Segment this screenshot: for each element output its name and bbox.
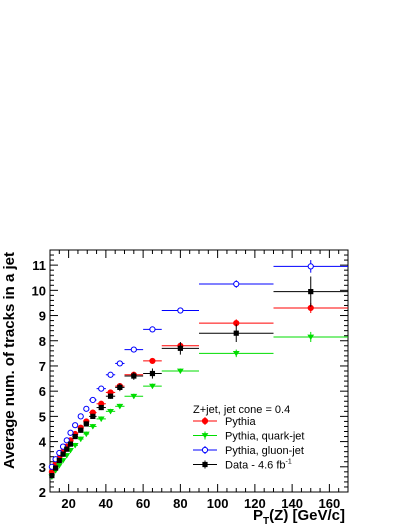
data-point	[56, 457, 62, 464]
data-point	[60, 451, 66, 457]
y-tick-label: 4	[39, 435, 47, 450]
data-point	[233, 280, 240, 288]
x-tick-labels: 20 40 60 80 100 120 140 160	[61, 496, 340, 511]
y-tick-label: 7	[39, 359, 46, 374]
data-point	[64, 446, 70, 452]
legend-entry: Data - 4.6 fb-1	[193, 459, 292, 472]
data-point	[131, 373, 137, 379]
data-point	[117, 384, 123, 390]
data-point	[55, 463, 63, 469]
series-2	[48, 260, 348, 470]
data-series	[48, 260, 348, 480]
data-point	[116, 360, 123, 367]
data-point	[78, 427, 84, 433]
x-tick-label: 60	[136, 496, 150, 511]
data-point	[107, 371, 114, 378]
legend-label-text: Data - 4.6 fb	[225, 460, 286, 472]
data-point	[52, 465, 59, 471]
data-point	[177, 345, 183, 351]
legend-entry: Pythia, gluon-jet	[193, 445, 304, 457]
data-point	[67, 441, 74, 447]
data-point	[83, 405, 90, 412]
data-point	[149, 370, 156, 377]
y-tick-label: 9	[39, 309, 46, 324]
data-point	[89, 424, 97, 430]
legend-items: Pythia Pythia, quark-jet Pythia, gluon-jet…	[193, 416, 304, 472]
data-point	[82, 431, 90, 438]
x-tick-label: 160	[319, 496, 341, 511]
y-tick-label: 6	[39, 384, 46, 399]
x-axis-label: PT(Z) [GeV/c]	[253, 507, 345, 527]
y-axis-label: Average num. of tracks in a jet	[1, 252, 18, 469]
legend-entry: Pythia, quark-jet	[193, 431, 304, 443]
data-point	[116, 403, 124, 410]
y-tick-label: 10	[32, 283, 46, 298]
data-point	[49, 473, 55, 479]
x-tick-label: 140	[281, 496, 303, 511]
data-point	[89, 396, 96, 404]
data-point	[130, 346, 137, 353]
series-3	[49, 276, 348, 479]
y-tick-label: 2	[39, 485, 46, 500]
y-tick-labels: 2 3 4 5 6 7 8 9 10 11	[32, 258, 47, 500]
legend-entry: Pythia	[193, 416, 256, 428]
data-point	[72, 422, 79, 429]
x-axis-label-main: P	[253, 507, 263, 524]
data-point	[149, 357, 156, 365]
data-point	[83, 421, 89, 427]
data-point	[90, 413, 96, 419]
x-tick-label: 20	[61, 496, 75, 511]
legend-label-text: Pythia	[225, 416, 256, 428]
data-point	[177, 307, 184, 314]
y-tick-label: 3	[39, 460, 46, 475]
legend-label: Pythia, quark-jet	[225, 431, 304, 443]
data-point	[107, 408, 114, 415]
data-point	[130, 393, 138, 400]
y-tick-label: 8	[39, 334, 46, 349]
y-tick-label: 5	[39, 409, 46, 424]
axis-ticks	[49, 249, 349, 493]
legend-label-text: Pythia, gluon-jet	[225, 445, 304, 457]
data-point	[308, 288, 314, 295]
legend-marker	[201, 433, 209, 439]
data-point	[307, 263, 314, 270]
x-tick-label: 40	[99, 496, 113, 511]
data-point	[149, 383, 156, 390]
legend-label: Data - 4.6 fb-1	[225, 459, 292, 472]
data-point	[98, 404, 104, 411]
data-point	[149, 326, 156, 333]
data-point	[176, 368, 184, 375]
data-point	[77, 436, 85, 443]
legend-marker	[201, 417, 209, 425]
x-tick-label: 100	[207, 496, 229, 511]
data-point	[71, 442, 79, 449]
data-point	[98, 385, 105, 392]
legend-label-superscript: -1	[286, 459, 292, 466]
legend-label: Pythia	[225, 416, 256, 428]
data-point	[307, 334, 315, 341]
x-axis-label-rest: (Z) [GeV/c]	[269, 507, 345, 524]
data-point	[77, 413, 84, 420]
data-point	[232, 350, 240, 357]
y-tick-label: 11	[32, 258, 46, 273]
data-point	[67, 429, 74, 436]
legend-marker	[202, 461, 208, 468]
data-point	[107, 393, 114, 399]
x-tick-label: 80	[173, 496, 187, 511]
legend-title: Z+jet, jet cone = 0.4	[193, 404, 290, 416]
legend-label-text: Pythia, quark-jet	[225, 431, 304, 443]
legend: Z+jet, jet cone = 0.4 Pythia Pythia, quar…	[193, 404, 304, 472]
data-point	[72, 433, 78, 440]
legend-label: Pythia, gluon-jet	[225, 445, 304, 457]
x-tick-label: 120	[244, 496, 266, 511]
x-axis-label-sub: T	[263, 516, 269, 527]
data-point	[97, 416, 105, 422]
data-point	[233, 330, 239, 336]
legend-marker	[201, 446, 209, 454]
